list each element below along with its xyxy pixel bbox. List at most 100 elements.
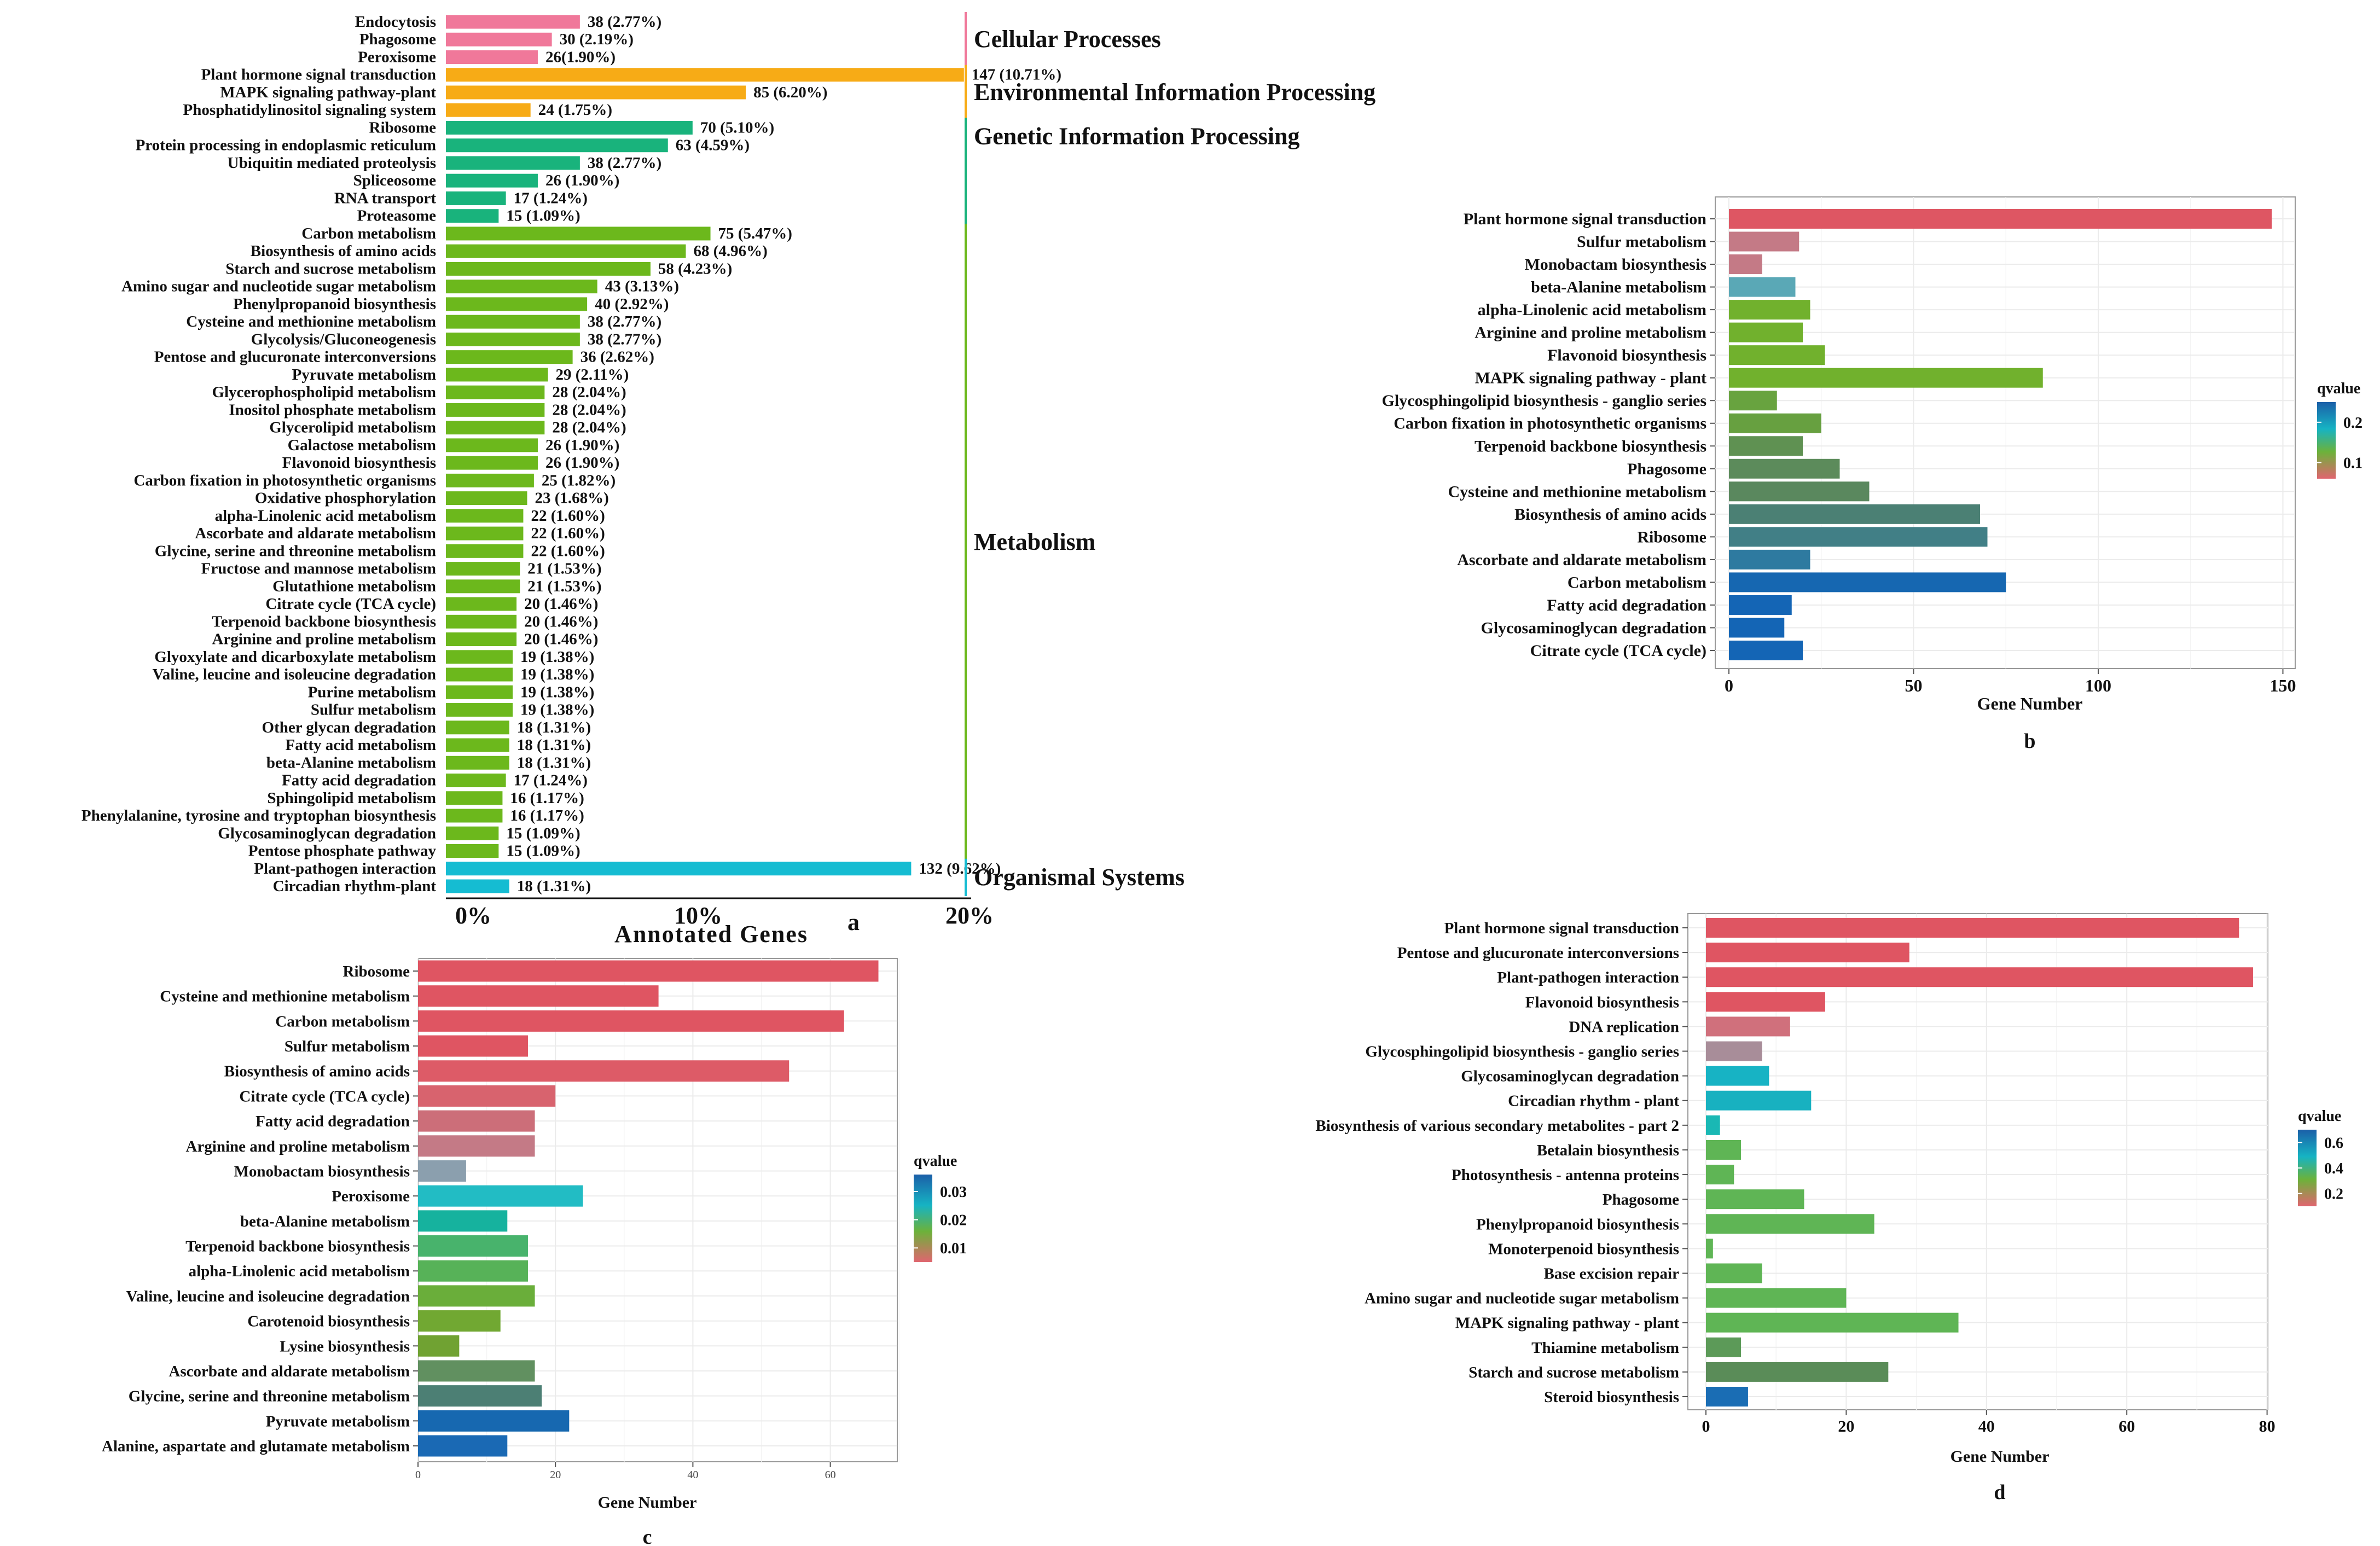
d-y-label-phagosome: Phagosome — [1603, 1191, 1679, 1208]
a-row-label-alpha-linolenic-acid-metabolism: alpha-Linolenic acid metabolism — [215, 507, 436, 525]
a-bar-ribosome — [446, 120, 693, 135]
a-value-label-pentose-and-glucuronate-interconversions: 36 (2.62%) — [581, 348, 654, 366]
a-row-label-proteasome: Proteasome — [357, 207, 437, 225]
a-row-label-rna-transport: RNA transport — [334, 189, 436, 207]
d-y-label-betalain-biosynthesis: Betalain biosynthesis — [1537, 1142, 1679, 1159]
a-value-label-circadian-rhythm-plant: 18 (1.31%) — [517, 877, 591, 895]
panel-b-enrichment-chart: Plant hormone signal transduction Sulfur … — [1382, 196, 2362, 753]
b-bar-ribosome — [1729, 527, 1988, 547]
d-x-tick-40: 40 — [1978, 1417, 1995, 1435]
b-x-tick-50: 50 — [1905, 676, 1923, 695]
c-y-label-terpenoid-backbone-biosynthesis: Terpenoid backbone biosynthesis — [185, 1238, 410, 1256]
c-y-label-cysteine-and-methionine-metabolism: Cysteine and methionine metabolism — [160, 988, 410, 1006]
panel-a-kegg-classification: Endocytosis 38 (2.77%) Phagosome 30 (2.19%)… — [82, 12, 1375, 948]
a-bar-protein-processing-in-endoplasmic-reticulum — [446, 138, 668, 153]
a-value-label-glycine-serine-and-threonine-metabolism: 22 (1.60%) — [531, 542, 605, 560]
d-bar-pentose-and-glucuronate-interconversions — [1706, 943, 1909, 963]
a-value-label-rna-transport: 17 (1.24%) — [514, 189, 588, 207]
a-bar-amino-sugar-and-nucleotide-sugar-metabolism — [446, 280, 597, 294]
d-legend-label-0-4: 0.4 — [2324, 1160, 2343, 1177]
d-bar-steroid-biosynthesis — [1706, 1387, 1748, 1406]
b-y-label-monobactam-biosynthesis: Monobactam biosynthesis — [1524, 255, 1706, 274]
d-y-label-pentose-and-glucuronate-interconversions: Pentose and glucuronate interconversions — [1397, 944, 1679, 962]
a-value-label-glycosaminoglycan-degradation: 15 (1.09%) — [506, 824, 580, 842]
b-x-tick-0: 0 — [1725, 676, 1733, 695]
a-row-label-flavonoid-biosynthesis: Flavonoid biosynthesis — [282, 454, 436, 472]
a-bar-glycerophospholipid-metabolism — [446, 385, 545, 399]
c-x-axis-title: Gene Number — [598, 1493, 697, 1512]
a-value-label-plant-pathogen-interaction: 132 (9.62%) — [919, 860, 1001, 877]
b-bar-phagosome — [1729, 458, 1840, 479]
a-value-label-sphingolipid-metabolism: 16 (1.17%) — [510, 789, 584, 807]
d-bar-glycosphingolipid-biosynthesis-ganglio-series — [1706, 1041, 1762, 1061]
a-category-cellular-processes: Cellular Processes — [974, 26, 1161, 53]
a-bar-plant-hormone-signal-transduction — [446, 68, 964, 82]
a-value-label-protein-processing-in-endoplasmic-reticulum: 63 (4.59%) — [676, 137, 750, 154]
b-y-label-cysteine-and-methionine-metabolism: Cysteine and methionine metabolism — [1448, 483, 1707, 501]
a-bar-ascorbate-and-aldarate-metabolism — [446, 526, 524, 540]
a-row-label-glycolysis-gluconeogenesis: Glycolysis/Gluconeogenesis — [251, 330, 436, 348]
b-y-label-glycosaminoglycan-degradation: Glycosaminoglycan degradation — [1481, 619, 1706, 637]
d-bar-phenylpropanoid-biosynthesis — [1706, 1214, 1874, 1234]
a-row-label-oxidative-phosphorylation: Oxidative phosphorylation — [255, 490, 436, 507]
b-y-label-carbon-metabolism: Carbon metabolism — [1568, 573, 1706, 591]
a-row-label-arginine-and-proline-metabolism: Arginine and proline metabolism — [212, 631, 436, 648]
a-bar-beta-alanine-metabolism — [446, 755, 509, 770]
a-value-label-mapk-signaling-pathway-plant: 85 (6.20%) — [753, 84, 827, 101]
a-bar-flavonoid-biosynthesis — [446, 456, 538, 470]
d-bar-phagosome — [1706, 1189, 1804, 1210]
a-bar-fatty-acid-metabolism — [446, 738, 509, 752]
a-row-label-sulfur-metabolism: Sulfur metabolism — [311, 701, 436, 719]
a-bar-phenylpropanoid-biosynthesis — [446, 297, 588, 311]
d-y-label-plant-hormone-signal-transduction: Plant hormone signal transduction — [1444, 920, 1679, 937]
a-bar-purine-metabolism — [446, 685, 513, 699]
a-bar-pentose-phosphate-pathway — [446, 844, 499, 858]
a-row-label-beta-alanine-metabolism: beta-Alanine metabolism — [266, 754, 436, 771]
c-bar-carbon-metabolism — [418, 1010, 844, 1032]
c-bar-biosynthesis-of-amino-acids — [418, 1060, 790, 1082]
c-y-label-carotenoid-biosynthesis: Carotenoid biosynthesis — [247, 1313, 410, 1330]
a-row-label-pyruvate-metabolism: Pyruvate metabolism — [292, 366, 436, 383]
a-category-metabolism: Metabolism — [974, 528, 1095, 555]
d-bar-base-excision-repair — [1706, 1263, 1762, 1283]
a-row-label-phosphatidylinositol-signaling-system: Phosphatidylinositol signaling system — [183, 101, 437, 119]
d-x-tick-0: 0 — [1702, 1417, 1710, 1435]
d-y-label-photosynthesis-antenna-proteins: Photosynthesis - antenna proteins — [1452, 1166, 1679, 1184]
c-x-tick-0: 0 — [415, 1469, 421, 1481]
d-y-label-dna-replication: DNA replication — [1569, 1018, 1679, 1036]
d-y-label-glycosphingolipid-biosynthesis-ganglio-series: Glycosphingolipid biosynthesis - ganglio… — [1365, 1043, 1679, 1061]
d-bar-betalain-biosynthesis — [1706, 1140, 1742, 1160]
b-bar-flavonoid-biosynthesis — [1729, 345, 1825, 365]
b-bar-glycosphingolipid-biosynthesis-ganglio-series — [1729, 391, 1777, 411]
d-y-label-circadian-rhythm-plant: Circadian rhythm - plant — [1508, 1092, 1679, 1110]
b-y-label-sulfur-metabolism: Sulfur metabolism — [1577, 233, 1706, 251]
b-legend-label-0-2: 0.2 — [2343, 415, 2362, 432]
b-y-label-fatty-acid-degradation: Fatty acid degradation — [1547, 596, 1706, 614]
a-bar-mapk-signaling-pathway-plant — [446, 85, 746, 100]
c-y-label-alpha-linolenic-acid-metabolism: alpha-Linolenic acid metabolism — [189, 1263, 410, 1280]
d-bar-mapk-signaling-pathway-plant — [1706, 1312, 1959, 1333]
c-y-label-pyruvate-metabolism: Pyruvate metabolism — [266, 1413, 410, 1430]
a-x-axis-title: Annotated Genes — [614, 921, 808, 948]
a-x-tick-20-pct: 20% — [945, 902, 994, 929]
c-bar-fatty-acid-degradation — [418, 1110, 535, 1132]
a-bar-glycolysis-gluconeogenesis — [446, 332, 580, 346]
b-y-label-mapk-signaling-pathway-plant: MAPK signaling pathway - plant — [1475, 369, 1706, 387]
c-y-label-biosynthesis-of-amino-acids: Biosynthesis of amino acids — [224, 1063, 410, 1080]
b-y-label-flavonoid-biosynthesis: Flavonoid biosynthesis — [1547, 346, 1706, 364]
b-y-label-terpenoid-backbone-biosynthesis: Terpenoid backbone biosynthesis — [1475, 437, 1706, 455]
a-row-label-fatty-acid-degradation: Fatty acid degradation — [282, 772, 436, 789]
a-row-label-amino-sugar-and-nucleotide-sugar-metabolism: Amino sugar and nucleotide sugar metabol… — [121, 278, 436, 295]
a-category-genetic-information-processing: Genetic Information Processing — [974, 123, 1300, 149]
a-value-label-beta-alanine-metabolism: 18 (1.31%) — [517, 754, 591, 771]
a-row-label-valine-leucine-and-isoleucine-degradation: Valine, leucine and isoleucine degradati… — [152, 666, 436, 683]
a-value-label-citrate-cycle-tca-cycle: 20 (1.46%) — [524, 595, 598, 613]
panel-d-enrichment-chart: Plant hormone signal transduction Pentose… — [1315, 913, 2343, 1504]
a-bar-pyruvate-metabolism — [446, 368, 548, 382]
a-row-label-other-glycan-degradation: Other glycan degradation — [262, 719, 436, 736]
a-bar-oxidative-phosphorylation — [446, 491, 527, 505]
c-y-label-carbon-metabolism: Carbon metabolism — [275, 1013, 410, 1030]
a-row-label-protein-processing-in-endoplasmic-reticulum: Protein processing in endoplasmic reticu… — [136, 137, 436, 154]
a-bar-phagosome — [446, 32, 552, 47]
